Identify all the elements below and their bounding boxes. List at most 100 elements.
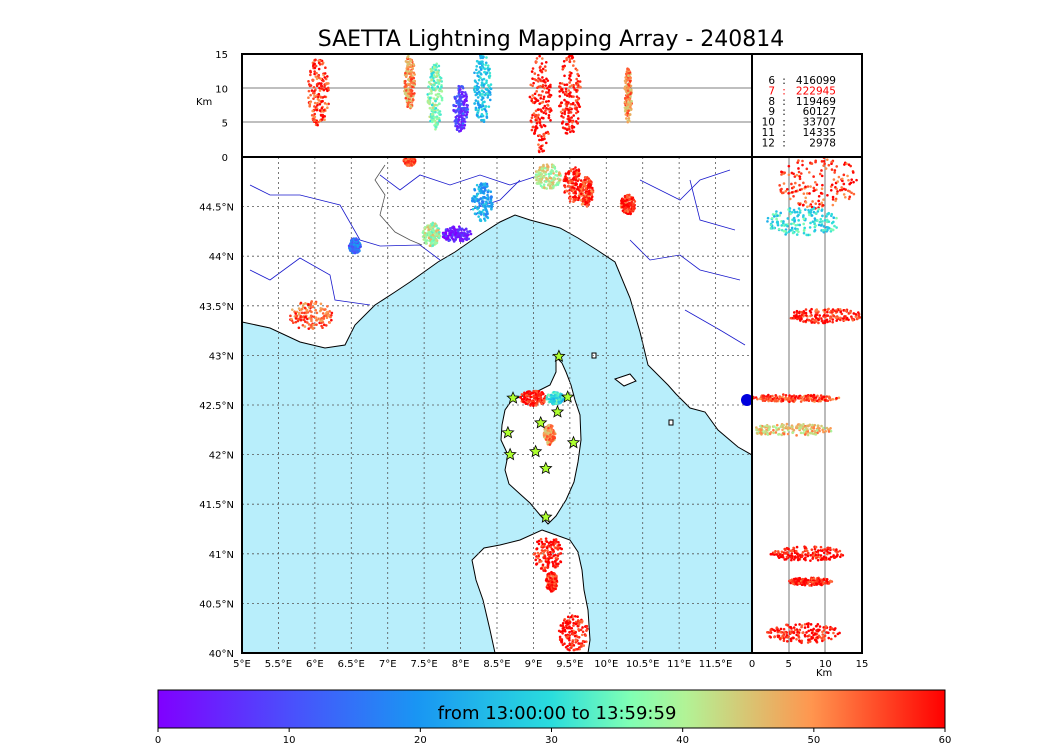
lat-tick-label: 42°N	[209, 451, 234, 462]
alt-tick-label: 15	[215, 50, 228, 61]
side-storm-cell	[789, 307, 862, 325]
top-storm-cell	[558, 54, 582, 135]
side-x-ticks: 0 5 10 15	[749, 659, 869, 670]
storm-cell	[557, 614, 589, 652]
top-storm-cell	[307, 58, 330, 127]
lat-tick-label: 43°N	[209, 351, 234, 362]
station-star-icon	[566, 435, 581, 449]
lma-stations	[501, 349, 581, 523]
stat-separator: :	[782, 117, 786, 129]
stat-separator: :	[782, 85, 786, 97]
stat-station-count: 9	[768, 106, 775, 118]
lon-tick-label: 5°E	[233, 659, 251, 670]
station-star-icon	[501, 425, 515, 439]
stat-station-count: 8	[768, 96, 775, 108]
lat-tick-label: 41.5°N	[199, 500, 234, 511]
altitude-lon-panel	[241, 53, 753, 158]
colorbar-tick-label: 40	[676, 735, 689, 746]
storm-cell	[347, 237, 362, 255]
storm-cell	[519, 389, 547, 408]
stat-separator: :	[782, 75, 786, 87]
alt-tick-label: 10	[215, 84, 228, 95]
lon-tick-label: 7.5°E	[411, 659, 438, 670]
storm-cell	[545, 390, 565, 406]
top-storm-cell	[426, 62, 444, 131]
alt-tick-label: 10	[819, 659, 832, 670]
lat-tick-label: 40°N	[209, 649, 234, 660]
top-storm-cell	[528, 54, 553, 154]
lon-tick-label: 11.5°E	[699, 659, 733, 670]
station-star-icon	[528, 444, 543, 458]
alt-tick-label: 5	[785, 659, 791, 670]
side-storm-cell	[769, 545, 845, 562]
storm-cell	[289, 300, 334, 330]
station-star-icon	[506, 391, 520, 404]
side-storm-cell	[766, 206, 838, 237]
stat-station-count: 11	[762, 127, 775, 139]
side-storm-cell	[788, 576, 834, 587]
lat-tick-label: 42.5°N	[199, 401, 234, 412]
stat-source-count: 14335	[803, 127, 836, 139]
side-axis-label: Km	[816, 668, 832, 679]
map-grid	[242, 157, 752, 653]
stat-source-count: 2978	[809, 137, 836, 149]
colorbar-tick-label: 20	[414, 735, 427, 746]
stat-separator: :	[782, 106, 786, 118]
top-lightning-sources	[307, 54, 633, 154]
top-storm-cell	[403, 54, 417, 110]
lon-tick-label: 7°E	[379, 659, 397, 670]
lon-tick-label: 11°E	[667, 659, 691, 670]
lon-tick-label: 6.5°E	[338, 659, 365, 670]
alt-tick-label: 15	[856, 659, 869, 670]
lat-tick-label: 41°N	[209, 550, 234, 561]
figure-title: SAETTA Lightning Mapping Array - 240814	[318, 27, 785, 52]
stat-station-count: 12	[762, 137, 775, 149]
station-star-icon	[539, 461, 553, 475]
side-lightning-sources	[752, 157, 862, 645]
station-star-icon	[503, 447, 517, 461]
stat-separator: :	[782, 127, 786, 139]
storm-cell	[578, 175, 595, 208]
storm-cell	[619, 193, 637, 216]
lon-ticks: 5°E 5.5°E 6°E 6.5°E 7°E 7.5°E 8°E 8.5°E 9°E 9.5°E…	[233, 659, 732, 670]
lon-tick-label: 10°E	[594, 659, 618, 670]
top-axis-label: Km	[196, 97, 212, 108]
top-y-ticks: 0 5 10 15	[215, 50, 228, 164]
map-panel	[242, 157, 752, 653]
colorbar-label: from 13:00:00 to 13:59:59	[438, 703, 677, 724]
rivers	[249, 169, 746, 346]
station-star-icon	[534, 415, 548, 429]
borders	[374, 164, 423, 246]
stat-separator: :	[782, 96, 786, 108]
alt-tick-label: 0	[222, 153, 228, 164]
lat-tick-label: 44.5°N	[199, 203, 234, 214]
colorbar-tick-label: 30	[545, 735, 558, 746]
storm-cell	[532, 537, 563, 573]
top-storm-cell	[623, 67, 633, 124]
station-star-icon	[552, 349, 566, 363]
colorbar-ticks: 0 10 20 30 40 50 60	[155, 728, 951, 746]
lon-tick-label: 10.5°E	[626, 659, 660, 670]
alt-tick-label: 0	[749, 659, 755, 670]
station-star-icon	[539, 510, 553, 523]
storm-cell	[544, 570, 559, 593]
side-blue-marker	[741, 394, 753, 406]
altitude-lat-panel	[741, 156, 863, 654]
side-frame	[751, 156, 863, 654]
stat-separator: :	[782, 137, 786, 149]
side-storm-cell	[766, 622, 841, 645]
lat-ticks: 40°N 40.5°N 41°N 41.5°N 42°N 42.5°N 43°N 43.5°N…	[199, 203, 234, 660]
storm-cell	[441, 225, 473, 243]
lat-tick-label: 40.5°N	[199, 599, 234, 610]
storm-cell	[534, 163, 562, 190]
colorbar: from 13:00:00 to 13:59:59 0 10 20 30 40 50 60	[155, 689, 951, 746]
stat-source-count: 222945	[796, 85, 836, 97]
lat-tick-label: 43.5°N	[199, 302, 234, 313]
alt-tick-label: 5	[222, 119, 228, 130]
stats-panel: 6:4160997:2229458:1194699:6012710:337071…	[751, 53, 863, 158]
stat-source-count: 119469	[796, 96, 836, 108]
stat-source-count: 33707	[803, 117, 836, 129]
giglio-island	[668, 419, 674, 426]
storm-cell	[470, 182, 494, 223]
